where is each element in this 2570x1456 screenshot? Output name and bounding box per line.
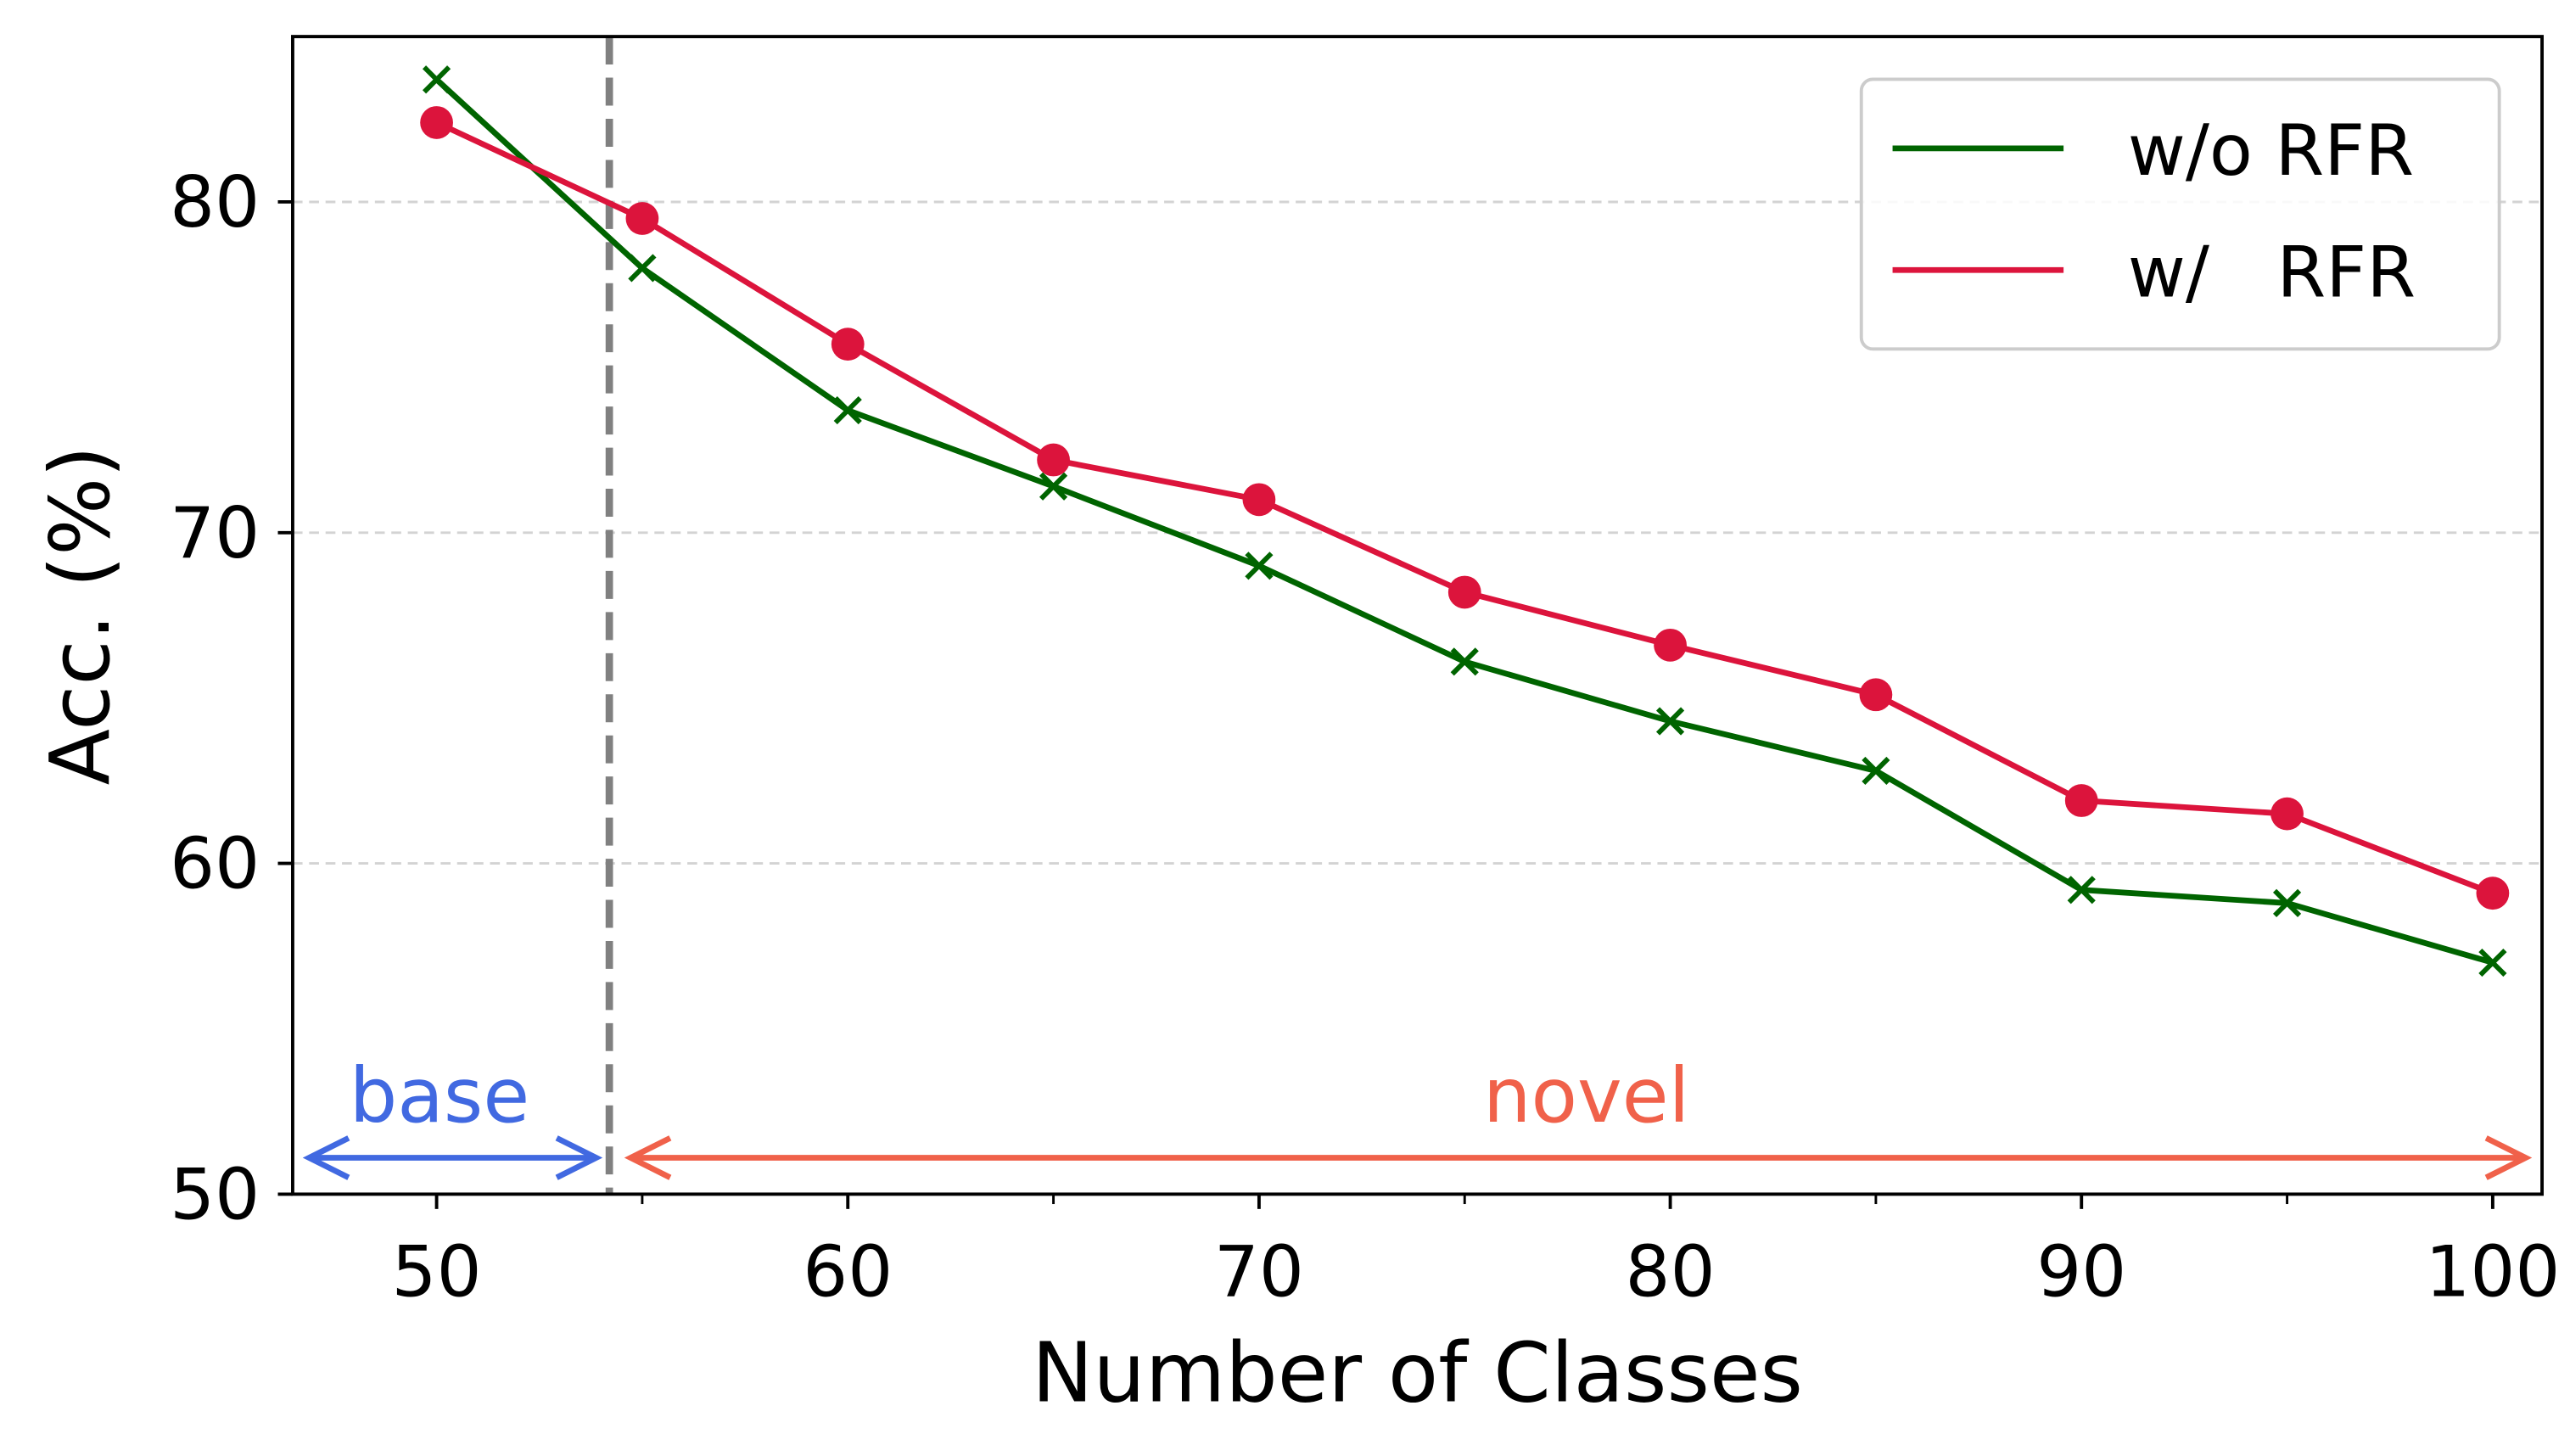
data-point [2272, 888, 2302, 917]
data-point [2270, 797, 2304, 831]
annotation-label: base [350, 1052, 529, 1140]
annotation-arrowhead-left [624, 1135, 672, 1180]
annotation-arrowhead-left [302, 1135, 350, 1180]
data-point [1037, 443, 1070, 477]
data-point [1655, 707, 1685, 736]
series-lines [420, 65, 2510, 977]
legend: w/o RFR w/ RFR [1859, 77, 2501, 351]
y-tick-label: 70 [170, 492, 260, 574]
series-with-rfr [420, 106, 2510, 910]
x-tick-label: 90 [2036, 1231, 2126, 1313]
y-tick-label: 80 [170, 161, 260, 244]
x-axis-ticks: 50 60 70 80 90 100 [392, 1194, 2560, 1313]
y-tick-label: 50 [170, 1153, 260, 1235]
x-tick-label: 50 [392, 1231, 482, 1313]
data-point [2067, 876, 2096, 904]
legend-label: w/ RFR [2128, 231, 2416, 313]
series-without-rfr [422, 65, 2507, 977]
x-tick-label: 80 [1626, 1231, 1716, 1313]
data-point [2064, 784, 2098, 817]
data-point [1862, 756, 1890, 786]
data-point [1242, 483, 1276, 517]
data-point [831, 328, 865, 361]
data-point [1039, 472, 1068, 501]
data-point [422, 65, 451, 94]
data-point [2476, 876, 2510, 910]
data-point [625, 202, 659, 235]
data-point [1654, 628, 1687, 662]
data-point [420, 106, 453, 139]
x-tick-label: 70 [1214, 1231, 1304, 1313]
x-tick-label: 100 [2425, 1231, 2560, 1313]
legend-label: w/o RFR [2128, 109, 2414, 192]
y-axis-ticks: 50 60 70 80 [170, 161, 293, 1235]
base-annotation: base [302, 1052, 603, 1180]
annotation-label: novel [1483, 1052, 1689, 1140]
data-point [628, 254, 657, 283]
x-axis-label: Number of Classes [1032, 1325, 1803, 1421]
plot-frame [291, 35, 2544, 1196]
data-point [1450, 647, 1479, 676]
annotation-arrowhead-right [555, 1135, 603, 1180]
novel-annotation: novel [624, 1052, 2533, 1180]
x-tick-label: 60 [803, 1231, 893, 1313]
y-tick-label: 60 [170, 823, 260, 905]
data-point [833, 395, 862, 425]
data-point [1447, 575, 1481, 609]
data-point [2478, 948, 2507, 977]
annotation-arrowhead-right [2484, 1135, 2533, 1180]
y-axis-label: Acc. (%) [32, 445, 128, 785]
data-point [1245, 552, 1274, 580]
data-point [1859, 678, 1893, 712]
base-novel-annotations: base novel [302, 1052, 2533, 1180]
